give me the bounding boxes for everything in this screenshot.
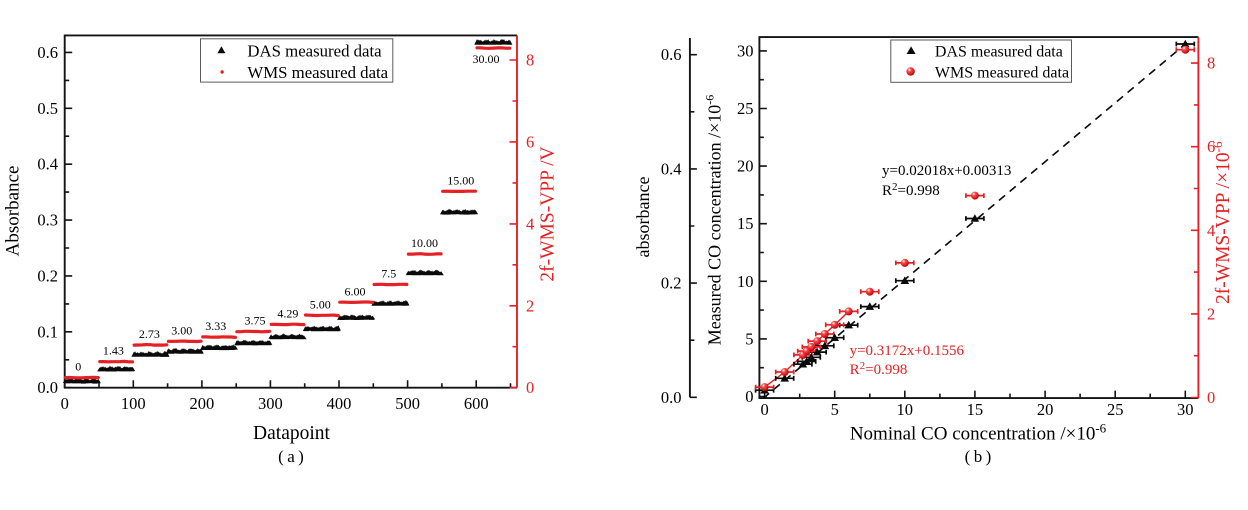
- svg-text:4: 4: [1207, 221, 1215, 240]
- svg-text:200: 200: [190, 394, 215, 413]
- svg-text:0.6: 0.6: [661, 45, 682, 64]
- svg-text:100: 100: [121, 394, 146, 413]
- svg-text:0.0: 0.0: [37, 378, 58, 397]
- svg-text:0.2: 0.2: [661, 274, 682, 293]
- svg-text:5: 5: [831, 400, 839, 419]
- svg-text:15: 15: [737, 214, 754, 233]
- svg-text:0.0: 0.0: [661, 388, 682, 407]
- svg-text:6: 6: [526, 132, 534, 151]
- svg-text:0: 0: [526, 378, 534, 397]
- svg-text:20: 20: [737, 157, 754, 176]
- svg-text:2f-WMS-VPP /×10-6: 2f-WMS-VPP /×10-6: [1210, 141, 1234, 304]
- svg-text:0.3: 0.3: [37, 211, 58, 230]
- svg-text:( a ): ( a ): [278, 447, 304, 466]
- svg-text:0: 0: [760, 400, 768, 419]
- svg-text:8: 8: [526, 51, 534, 70]
- svg-text:25: 25: [1107, 400, 1124, 419]
- svg-text:R2=0.998: R2=0.998: [850, 360, 908, 378]
- svg-text:30: 30: [1177, 400, 1194, 419]
- svg-text:Nominal CO concentration /×10-: Nominal CO concentration /×10-6: [850, 421, 1107, 445]
- svg-text:4.29: 4.29: [277, 307, 298, 321]
- svg-text:15.00: 15.00: [447, 173, 474, 187]
- svg-text:4: 4: [526, 214, 534, 233]
- svg-text:400: 400: [327, 394, 352, 413]
- svg-text:7.5: 7.5: [381, 267, 396, 281]
- svg-text:0: 0: [745, 387, 753, 406]
- svg-text:0: 0: [1207, 388, 1215, 407]
- svg-text:10.00: 10.00: [411, 236, 438, 250]
- svg-text:10: 10: [737, 272, 754, 291]
- svg-text:absorbance: absorbance: [633, 177, 653, 258]
- svg-text:3.00: 3.00: [171, 323, 192, 337]
- svg-text:0.4: 0.4: [37, 155, 58, 174]
- svg-text:6.00: 6.00: [345, 284, 366, 298]
- svg-text:0: 0: [61, 394, 69, 413]
- svg-text:R2=0.998: R2=0.998: [882, 181, 940, 199]
- svg-text:0.1: 0.1: [37, 322, 58, 341]
- svg-text:20: 20: [1037, 400, 1054, 419]
- svg-text:Absorbance: Absorbance: [3, 166, 24, 257]
- svg-text:2.73: 2.73: [139, 327, 160, 341]
- svg-text:y=0.02018x+0.00313: y=0.02018x+0.00313: [882, 163, 1011, 179]
- svg-text:DAS measured data: DAS measured data: [247, 42, 382, 61]
- svg-text:1.43: 1.43: [103, 344, 124, 358]
- svg-text:6: 6: [1207, 137, 1215, 156]
- svg-text:300: 300: [258, 394, 283, 413]
- svg-text:600: 600: [464, 394, 489, 413]
- svg-text:2: 2: [1207, 304, 1215, 323]
- svg-text:y=0.3172x+0.1556: y=0.3172x+0.1556: [850, 343, 965, 359]
- svg-text:0.6: 0.6: [37, 43, 58, 62]
- svg-text:0.5: 0.5: [37, 99, 58, 118]
- svg-text:0.2: 0.2: [37, 266, 58, 285]
- svg-text:5.00: 5.00: [310, 297, 331, 311]
- svg-text:Measured CO concentration /×10: Measured CO concentration /×10-6: [703, 95, 725, 346]
- svg-text:30: 30: [737, 41, 754, 60]
- svg-text:3.75: 3.75: [245, 314, 266, 328]
- svg-text:Datapoint: Datapoint: [253, 423, 330, 444]
- svg-text:0.4: 0.4: [661, 159, 682, 178]
- svg-text:8: 8: [1207, 54, 1215, 73]
- svg-text:0: 0: [75, 360, 81, 374]
- svg-text:500: 500: [395, 394, 420, 413]
- svg-text:10: 10: [897, 400, 914, 419]
- svg-text:3.33: 3.33: [205, 319, 226, 333]
- svg-text:15: 15: [967, 400, 984, 419]
- svg-text:2f-WMS-VPP /V: 2f-WMS-VPP /V: [537, 146, 558, 281]
- svg-text:DAS measured data: DAS measured data: [935, 44, 1063, 61]
- svg-text:5: 5: [745, 329, 753, 348]
- svg-text:WMS measured data: WMS measured data: [247, 63, 388, 82]
- svg-text:2: 2: [526, 296, 534, 315]
- svg-text:30.00: 30.00: [473, 52, 500, 66]
- svg-text:WMS measured data: WMS measured data: [935, 65, 1069, 82]
- svg-text:25: 25: [737, 99, 754, 118]
- svg-text:( b ): ( b ): [965, 447, 992, 466]
